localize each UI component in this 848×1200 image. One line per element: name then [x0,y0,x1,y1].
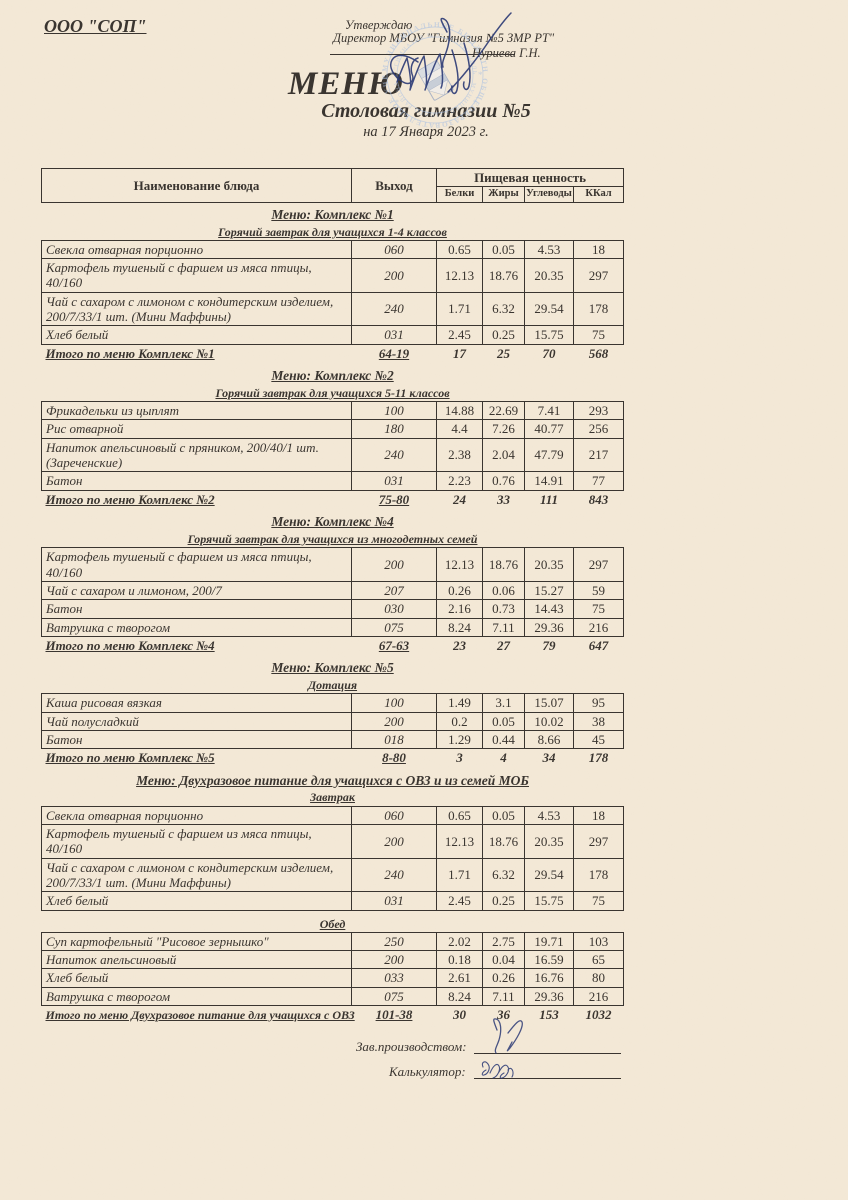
svg-text:*: * [395,98,399,107]
svg-text:*: * [478,70,483,80]
svg-text:*: * [389,70,394,80]
svg-text:*: * [473,98,477,107]
